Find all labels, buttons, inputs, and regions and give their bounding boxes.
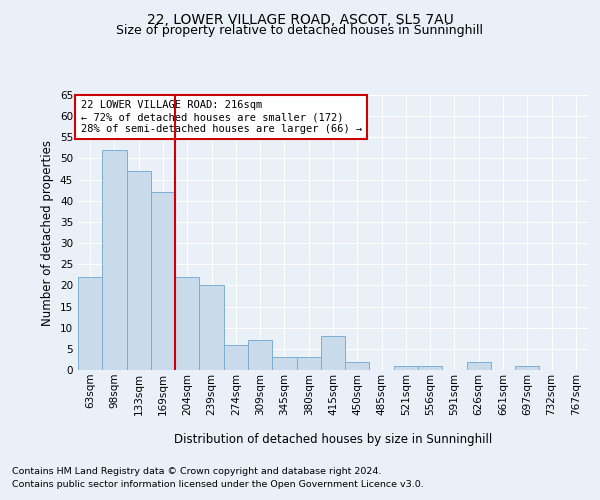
Bar <box>78 277 102 370</box>
Text: 22 LOWER VILLAGE ROAD: 216sqm
← 72% of detached houses are smaller (172)
28% of : 22 LOWER VILLAGE ROAD: 216sqm ← 72% of d… <box>80 100 362 134</box>
Bar <box>467 362 491 370</box>
Bar <box>394 366 418 370</box>
Bar <box>248 340 272 370</box>
Y-axis label: Number of detached properties: Number of detached properties <box>41 140 55 326</box>
Text: Size of property relative to detached houses in Sunninghill: Size of property relative to detached ho… <box>116 24 484 37</box>
Bar <box>151 192 175 370</box>
Text: Distribution of detached houses by size in Sunninghill: Distribution of detached houses by size … <box>174 432 492 446</box>
Bar <box>272 358 296 370</box>
Bar <box>515 366 539 370</box>
Bar <box>345 362 370 370</box>
Bar <box>127 171 151 370</box>
Bar <box>199 286 224 370</box>
Bar <box>102 150 127 370</box>
Text: Contains public sector information licensed under the Open Government Licence v3: Contains public sector information licen… <box>12 480 424 489</box>
Text: Contains HM Land Registry data © Crown copyright and database right 2024.: Contains HM Land Registry data © Crown c… <box>12 468 382 476</box>
Bar <box>418 366 442 370</box>
Text: 22, LOWER VILLAGE ROAD, ASCOT, SL5 7AU: 22, LOWER VILLAGE ROAD, ASCOT, SL5 7AU <box>146 12 454 26</box>
Bar <box>296 358 321 370</box>
Bar <box>321 336 345 370</box>
Bar <box>224 344 248 370</box>
Bar <box>175 277 199 370</box>
